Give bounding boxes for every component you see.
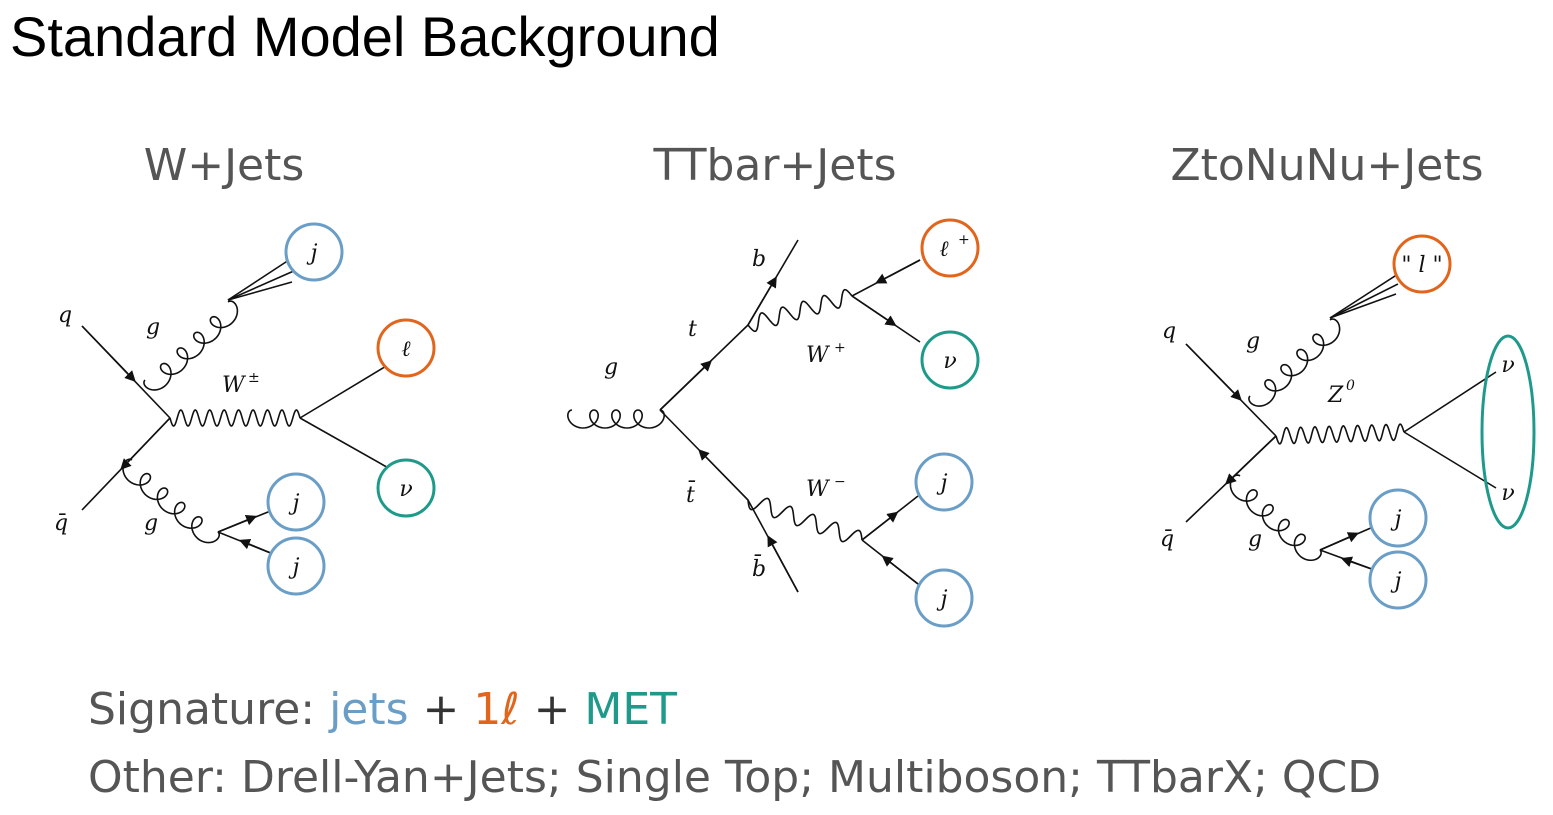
antitop-quark-arrow	[698, 449, 749, 501]
lepton-circle	[376, 318, 436, 378]
neutrino-line-1	[1403, 371, 1497, 433]
jet-line-1	[227, 257, 293, 301]
label-g: g	[604, 355, 618, 380]
gluon-bottom	[122, 458, 221, 544]
jet-circle	[914, 452, 974, 512]
lepton-arrow	[875, 259, 921, 284]
label-w-plus-sup: +	[834, 340, 846, 356]
label-q: q	[1162, 319, 1176, 344]
signature-plus: +	[408, 684, 474, 735]
label-w-boson-sup: ±	[248, 370, 260, 386]
label-b: b	[752, 247, 766, 272]
neutrino-circle	[920, 330, 980, 390]
jet-line-3	[227, 281, 293, 301]
label-bbar: b̄	[752, 554, 766, 582]
label-tbar: t̄	[686, 480, 696, 508]
antiquark-arrow	[1225, 435, 1277, 485]
neutrino-label: ν	[943, 349, 956, 374]
neutrino-circle	[376, 458, 436, 518]
label-g-top: g	[146, 315, 160, 340]
lepton-label: " l "	[1401, 253, 1442, 278]
signature-line: Signature: jets + 1ℓ + MET	[88, 684, 677, 737]
lepton-line	[299, 364, 389, 419]
label-t: t	[688, 317, 697, 342]
label-qbar: q̄	[1160, 527, 1174, 552]
gluon-bottom	[1229, 474, 1322, 562]
lepton-circle	[1392, 234, 1452, 294]
signature-prefix: Signature:	[88, 684, 330, 735]
neutrino-label: ν	[399, 477, 412, 502]
quark-arrow	[1185, 343, 1242, 401]
label-w-minus-sup: −	[834, 474, 846, 490]
jet-circle	[1368, 488, 1428, 548]
label-q: q	[58, 303, 72, 328]
lepton-jet-line-2	[1329, 283, 1399, 319]
diagram-ttbar	[567, 239, 921, 593]
neutrino-line	[299, 417, 393, 471]
bbar-quark-arrow	[767, 535, 799, 593]
lepton-jet-line-3	[1329, 293, 1397, 319]
diagram-ztonunu	[1185, 273, 1497, 573]
w-boson-propagator	[169, 409, 301, 427]
neutrino-line-2	[1403, 431, 1497, 489]
neutrino-ellipse	[1480, 334, 1536, 530]
gluon-incoming	[567, 409, 665, 429]
lepton-circle	[920, 218, 980, 278]
label-g-bottom: g	[1248, 527, 1262, 552]
gluon-top	[1248, 318, 1341, 407]
label-z-boson-sup: 0	[1346, 378, 1355, 394]
lepton-label: ℓ	[401, 337, 411, 362]
label-w-boson: W	[222, 373, 247, 398]
signature-jets: jets	[329, 684, 409, 735]
jet-circle	[266, 472, 326, 532]
lepton-label: ℓ	[939, 237, 949, 262]
label-w-plus: W	[806, 343, 831, 368]
w-plus-propagator	[747, 288, 853, 333]
signature-plus: +	[519, 684, 585, 735]
label-g-top: g	[1246, 329, 1260, 354]
neutrino-label: ν	[1501, 353, 1514, 378]
diagram-title-ttbar: TTbar+Jets	[653, 140, 897, 191]
label-qbar: q̄	[54, 511, 68, 536]
jet-circle	[266, 536, 326, 596]
page-title: Standard Model Background	[10, 5, 720, 68]
b-quark-arrow	[747, 276, 777, 326]
other-backgrounds-line: Other: Drell-Yan+Jets; Single Top; Multi…	[88, 752, 1382, 803]
gluon-top	[143, 300, 239, 391]
diagram-title-wjets: W+Jets	[143, 140, 305, 191]
neutrino-arrow	[851, 295, 897, 327]
jet-line-2	[227, 269, 297, 301]
label-z-boson: Z	[1327, 383, 1344, 408]
jet-circle	[284, 222, 344, 282]
z-boson-propagator	[1275, 423, 1405, 445]
signature-lepton: 1ℓ	[473, 684, 520, 735]
diagram-wjets	[81, 257, 393, 557]
neutrino-label: ν	[1501, 481, 1514, 506]
diagram-title-ztonunu: ZtoNuNu+Jets	[1170, 140, 1484, 191]
jet-circle	[914, 568, 974, 628]
w-minus-propagator	[747, 497, 863, 543]
label-g-bottom: g	[144, 511, 158, 536]
signature-met: MET	[584, 684, 678, 735]
jet-circle	[1368, 550, 1428, 610]
antiquark-arrow	[120, 417, 171, 470]
top-quark-arrow	[659, 360, 712, 411]
quark-arrow	[81, 325, 136, 382]
lepton-sup-label: +	[958, 232, 970, 248]
lepton-jet-line-1	[1329, 273, 1399, 319]
label-w-minus: W	[806, 477, 831, 502]
